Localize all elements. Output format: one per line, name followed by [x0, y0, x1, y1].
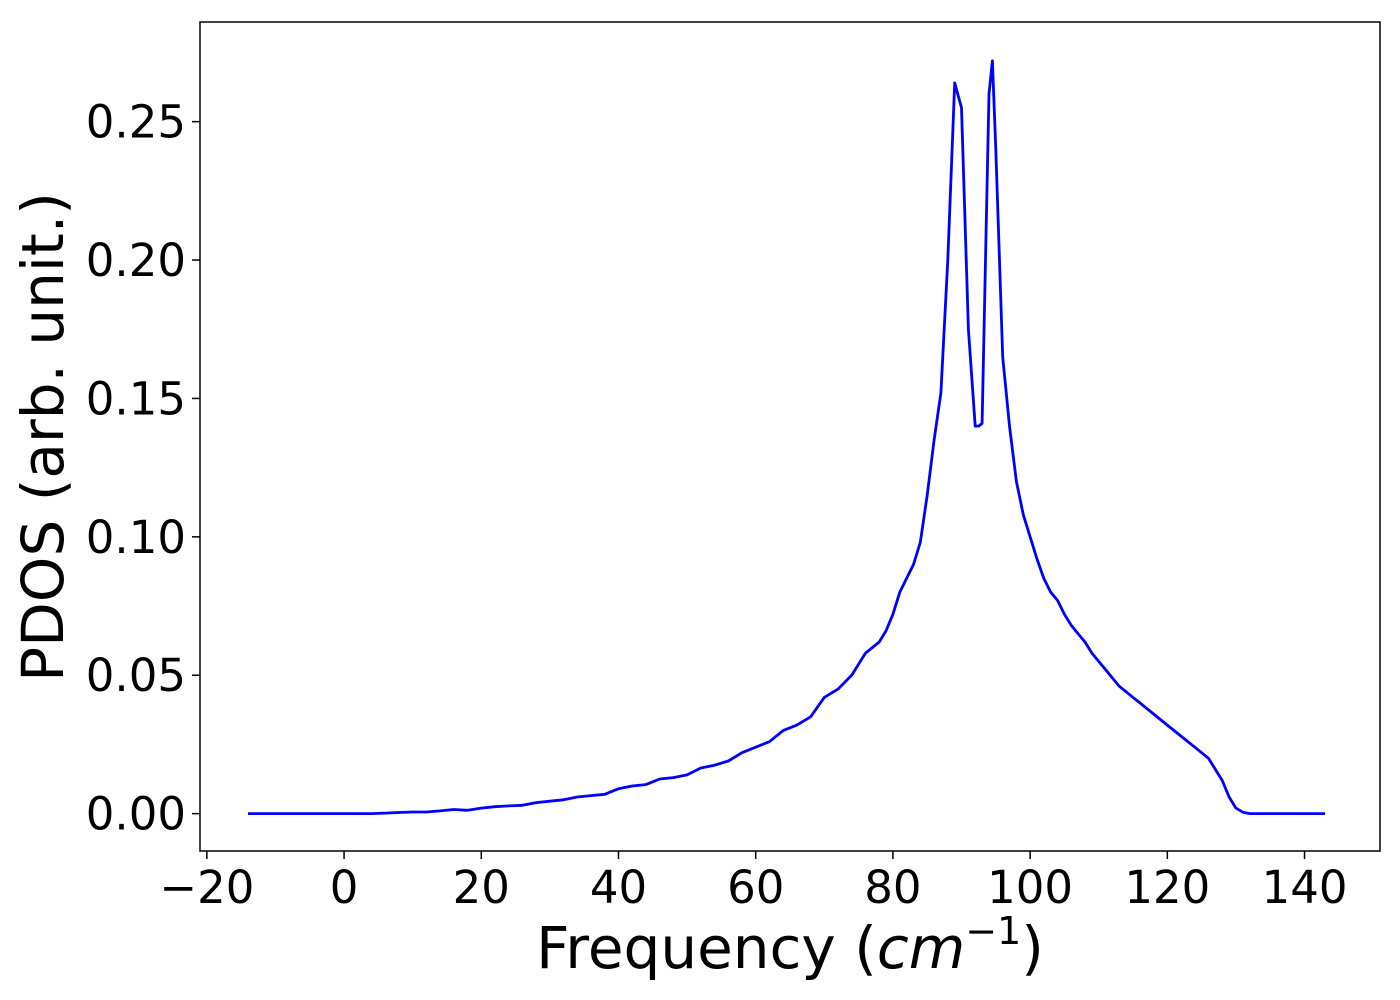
x-tick-label: 40: [590, 861, 647, 914]
x-axis: −20 0 20 40 60 80 100 120 140: [159, 851, 1347, 914]
y-tick-label: 0.00: [86, 788, 186, 841]
y-tick-label: 0.15: [86, 372, 186, 425]
x-tick-label: 140: [1262, 861, 1348, 914]
x-tick-label: 20: [453, 861, 510, 914]
x-tick-label: 60: [727, 861, 784, 914]
x-tick-label: 100: [987, 861, 1073, 914]
plot-area: [199, 21, 1381, 852]
y-axis-label: PDOS (arb. unit.): [9, 192, 77, 682]
y-axis: 0.00 0.05 0.10 0.15 0.20 0.25: [86, 96, 200, 841]
x-tick-label: 80: [864, 861, 921, 914]
x-tick-label: −20: [159, 861, 254, 914]
y-tick-label: 0.25: [86, 96, 186, 149]
x-tick-label: 120: [1124, 861, 1210, 914]
x-tick-label: 0: [330, 861, 359, 914]
y-tick-label: 0.10: [86, 511, 186, 564]
pdos-series-line: [248, 59, 1326, 815]
x-axis-unit: (cm−1): [854, 909, 1044, 982]
y-tick-label: 0.20: [86, 234, 186, 287]
y-tick-label: 0.05: [86, 649, 186, 702]
x-axis-label: Frequency (cm−1): [536, 909, 1044, 982]
